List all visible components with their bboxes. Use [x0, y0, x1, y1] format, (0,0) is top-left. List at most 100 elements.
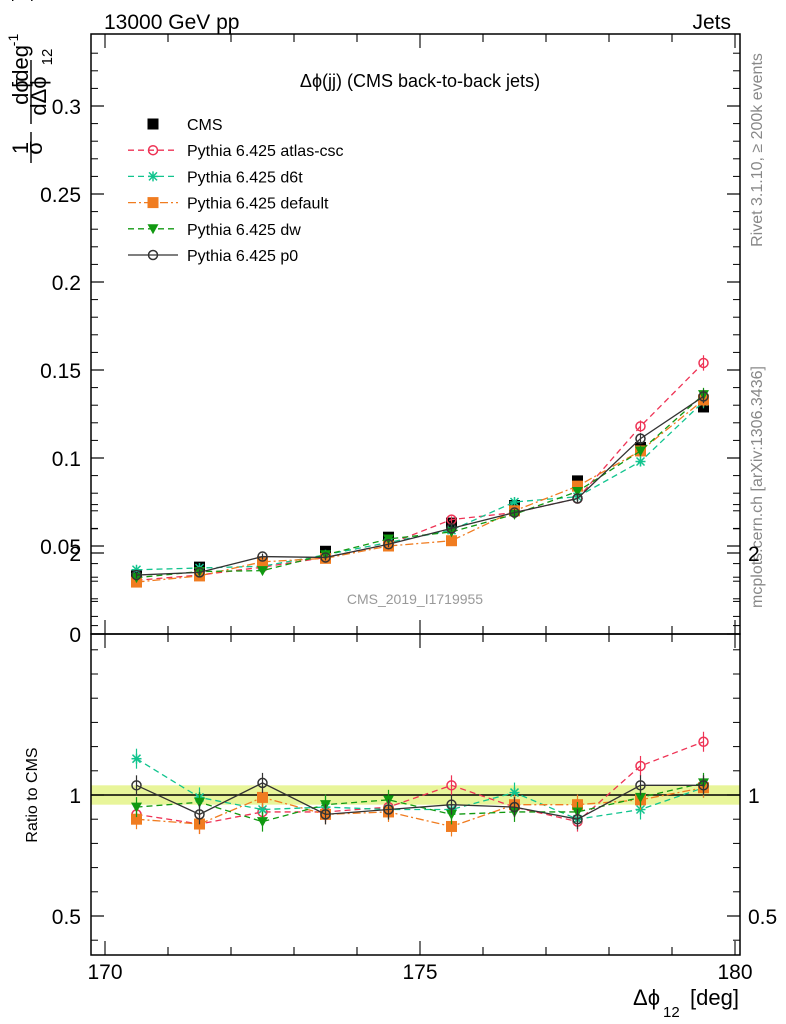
header-collision-label: 13000 GeV pp: [104, 11, 239, 34]
legend-label-p0: Pythia 6.425 p0: [187, 248, 298, 265]
data-point-CMS: [446, 517, 457, 529]
data-point-dw: [635, 446, 646, 457]
data-point-d6t: [131, 564, 142, 575]
ratio-point-dw: [257, 817, 268, 828]
mcplots-source-label: mcplots.cern.ch [arXiv:1306.3436]: [749, 366, 766, 608]
svg-text:1: 1: [8, 142, 33, 154]
ratio-point-p0: [572, 813, 583, 825]
x-axis-label: Δϕ 12 [deg]: [633, 985, 739, 1021]
series-p0: [131, 389, 709, 581]
svg-text:dΔϕ: dΔϕ: [26, 76, 51, 115]
y-tick-label: 0: [69, 624, 81, 647]
svg-text:12: 12: [663, 1004, 680, 1021]
svg-text:dσ: dσ: [8, 79, 33, 105]
ratio-point-p0: [257, 777, 268, 789]
ratio-line-atlas_csc: [136, 741, 704, 825]
data-point-default: [572, 480, 583, 492]
legend-label-d6t: Pythia 6.425 d6t: [187, 169, 303, 186]
svg-text:[deg]: [deg]: [690, 985, 739, 1010]
data-point-p0: [635, 433, 646, 444]
ratio-point-atlas_csc: [635, 760, 646, 772]
series-line-dw: [136, 394, 704, 579]
legend-marker-dw: [147, 224, 159, 235]
ratio-line-d6t: [136, 758, 704, 820]
header-category-label: Jets: [692, 11, 731, 34]
ratio-series-p0: [131, 772, 709, 830]
ratio-point-dw: [194, 797, 205, 808]
svg-text:Δϕ: Δϕ: [633, 985, 660, 1010]
data-point-atlas_csc: [635, 421, 646, 432]
ratio-axis-label: Ratio to CMS: [24, 747, 41, 842]
y-tick-label: 0.05: [40, 536, 81, 559]
ratio-point-d6t: [131, 753, 142, 764]
svg-text:[deg: [deg: [8, 45, 33, 88]
y-tick-label: 0.15: [40, 360, 81, 383]
ratio-point-p0: [194, 809, 205, 820]
ratio-point-p0: [131, 780, 142, 791]
ratio-point-atlas_csc: [446, 780, 457, 791]
data-point-dw: [131, 573, 142, 584]
data-point-dw: [257, 566, 268, 577]
legend-marker-d6t: [148, 171, 158, 182]
ratio-point-p0: [509, 801, 520, 813]
data-point-p0: [446, 523, 457, 534]
ratio-point-p0: [698, 780, 709, 791]
data-point-p0: [257, 551, 268, 562]
data-point-p0: [383, 538, 394, 550]
legend-label-CMS: CMS: [187, 117, 223, 134]
svg-text:]: ]: [8, 0, 33, 1]
ratio-point-default: [257, 791, 268, 803]
ratio-point-default: [446, 820, 457, 832]
ratio-point-p0: [446, 799, 457, 810]
legend-marker-p0: [147, 249, 159, 261]
data-point-p0: [509, 507, 520, 518]
ratio-point-p0: [635, 780, 646, 791]
ratio-tick-label-right: 2: [748, 543, 760, 566]
y-tick-label: 0.3: [52, 96, 81, 119]
ratio-point-atlas_csc: [698, 736, 709, 748]
data-point-default: [446, 535, 457, 547]
plot-title: Δϕ(jj) (CMS back-to-back jets): [300, 71, 540, 91]
ratio-tick-label: 2: [69, 543, 81, 566]
data-point-dw: [572, 486, 583, 497]
ratio-point-dw: [446, 809, 457, 820]
ratio-tick-label: 1: [69, 785, 81, 808]
legend: CMS Pythia 6.425 atlas-csc Pythia 6.425 d6…: [128, 117, 344, 265]
svg-text:σ: σ: [22, 141, 47, 155]
svg-text:-1: -1: [5, 34, 21, 47]
ratio-tick-label: 0.5: [52, 906, 81, 929]
ratio-line-dw: [136, 782, 704, 823]
ratio-point-dw: [131, 802, 142, 813]
svg-text:12: 12: [39, 49, 56, 66]
data-point-p0: [194, 567, 205, 578]
data-point-d6t: [635, 456, 646, 467]
x-tick-label: 170: [87, 961, 122, 984]
legend-label-default: Pythia 6.425 default: [187, 196, 329, 213]
y-tick-label: 0.1: [52, 448, 81, 471]
rivet-version-label: Rivet 3.1.10, ≥ 200k events: [749, 53, 766, 247]
data-point-p0: [698, 391, 709, 402]
ratio-point-p0: [383, 804, 394, 815]
legend-marker-atlas_csc: [147, 144, 159, 156]
ratio-point-p0: [320, 809, 331, 820]
y-tick-label: 0.2: [52, 272, 81, 295]
ratio-tick-label-right: 1: [748, 785, 760, 808]
ratio-tick-label-right: 0.5: [748, 906, 777, 929]
y-axis-label: 1 σ dσ dΔϕ 12 [deg -1 ]: [5, 0, 56, 163]
ratio-point-default: [131, 813, 142, 825]
data-point-p0: [572, 493, 583, 504]
analysis-id-label: CMS_2019_I1719955: [347, 591, 483, 607]
data-point-p0: [131, 569, 142, 581]
data-point-atlas_csc: [698, 357, 709, 369]
ratio-point-dw: [635, 792, 646, 803]
legend-label-dw: Pythia 6.425 dw: [187, 222, 301, 239]
legend-label-atlas_csc: Pythia 6.425 atlas-csc: [187, 143, 344, 160]
series-line-d6t: [136, 401, 704, 571]
ratio-line-p0: [136, 782, 704, 820]
legend-marker-CMS: [147, 118, 159, 130]
data-point-default: [257, 556, 268, 568]
data-point-p0: [320, 552, 331, 563]
x-tick-label: 175: [402, 961, 437, 984]
